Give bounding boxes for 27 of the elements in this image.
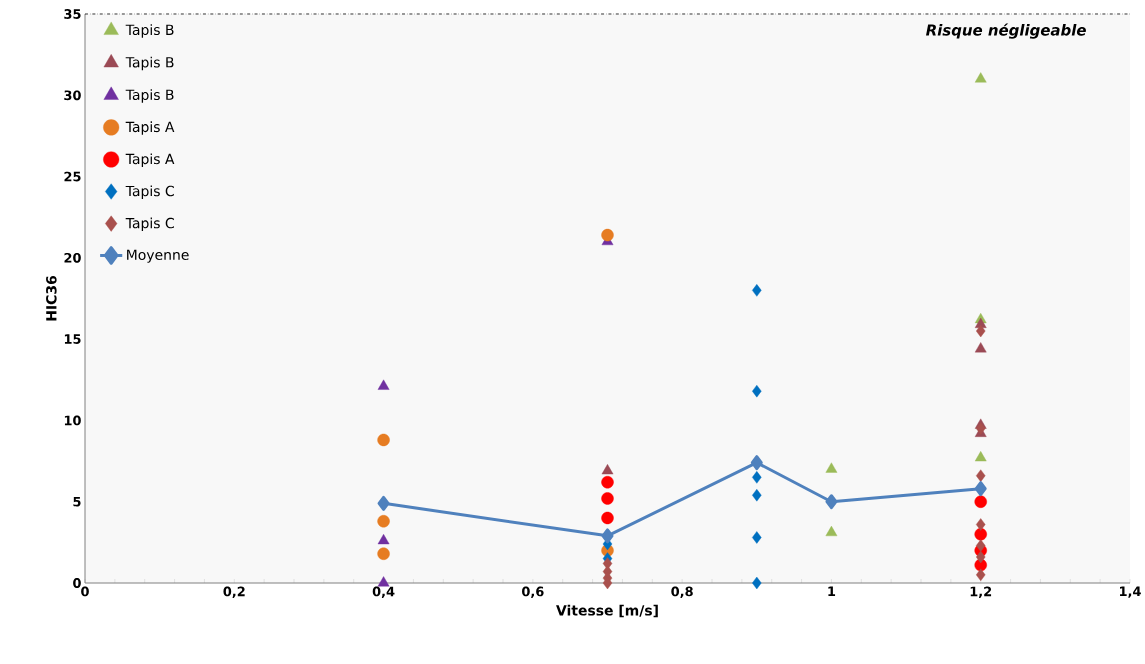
x-tick-label: 1,2 (970, 586, 992, 598)
y-tick-label: 30 (64, 90, 81, 101)
legend-label: Tapis B (125, 56, 174, 71)
y-tick-label: 0 (73, 578, 81, 588)
legend-label: Tapis B (125, 24, 174, 38)
legend-label: Tapis C (125, 185, 174, 199)
x-axis-title: Vitesse [m/s] (556, 604, 658, 618)
legend-label: Tapis A (125, 121, 175, 135)
y-tick-label: 10 (64, 415, 81, 426)
legend-label: Tapis B (125, 89, 174, 103)
legend-label: Moyenne (127, 249, 189, 263)
x-tick-label: 0,6 (522, 586, 544, 598)
x-tick-label: 0 (81, 586, 89, 597)
y-tick-label: 15 (64, 334, 81, 344)
legend-label: Tapis C (125, 217, 174, 232)
y-tick-label: 20 (64, 252, 81, 263)
y-tick-label: 25 (64, 171, 81, 182)
x-tick-label: 1 (828, 586, 836, 596)
x-tick-label: 1,4 (1120, 586, 1141, 598)
y-axis-title: HIC36 (46, 275, 57, 321)
ref-line-label: Risque négligeable (926, 23, 1086, 39)
x-tick-label: 0,4 (372, 586, 395, 598)
y-tick-label: 35 (64, 9, 81, 19)
x-tick-label: 0,2 (223, 586, 245, 598)
legend-label: Tapis A (125, 153, 175, 167)
x-tick-label: 0,8 (671, 586, 693, 598)
y-tick-label: 5 (73, 496, 81, 507)
